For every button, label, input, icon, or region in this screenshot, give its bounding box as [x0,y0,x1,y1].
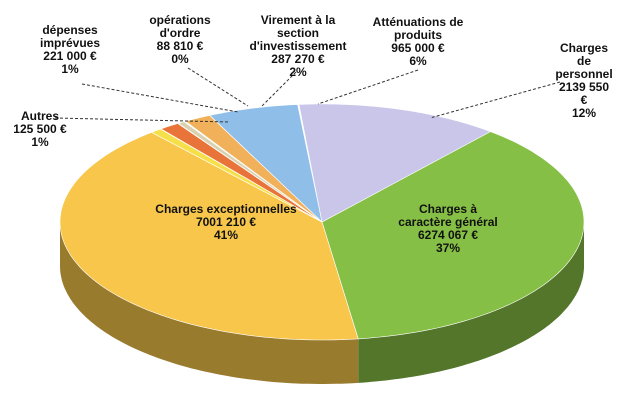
slice [150,128,323,223]
slice-side [60,222,359,384]
slice-percent: 41% [213,228,239,242]
leader-line [261,71,297,107]
slice-label: Charges à caractère général 6274 067 €37% [398,203,497,255]
slice-amount: 7001 210 € [195,215,257,229]
slice-label: Charges exceptionnelles 7001 210 €41% [155,203,296,242]
slice-percent: 0% [171,52,189,66]
slice [177,121,323,223]
slice-amount: 2139 550 € [558,80,610,107]
slice-amount: 6274 067 € [417,228,479,242]
slice-side [358,222,584,383]
slice-amount: 125 500 € [13,122,67,136]
slice-name: Charges de personnel [555,41,613,81]
top-layer [59,103,585,341]
leader-line [429,81,561,119]
slice [298,103,492,223]
slice-label: opérations d'ordre 88 810 €0% [149,14,210,66]
slice [59,132,359,341]
slice [209,104,323,223]
slice-name: Atténuations de produits [372,15,464,42]
slice-name: dépenses imprévues [39,23,101,50]
slice-percent: 1% [61,62,79,76]
slice-label: Virement à la section d'investissement 28… [250,14,347,79]
slice-name: Virement à la section d'investissement [249,13,347,53]
slice-name: opérations d'ordre [149,13,211,40]
slice-name: Charges à caractère général [398,202,498,229]
slice-amount: 221 000 € [43,49,97,63]
side-layer [60,222,584,384]
slice-label: dépenses imprévues 221 000 €1% [40,24,100,76]
slice [184,115,323,223]
slice-amount: 287 270 € [271,52,325,66]
slice-amount: 88 810 € [156,39,204,53]
slice-label: Atténuations de produits 965 000 €6% [373,16,464,68]
slice-amount: 965 000 € [391,41,445,55]
leader-line [54,117,231,123]
slice-percent: 37% [435,241,461,255]
leader-line [187,67,249,107]
slice [321,131,585,340]
slice-name: Autres [20,109,60,123]
slice-percent: 2% [289,65,307,79]
slice-label: Autres 125 500 €1% [13,110,66,149]
slice-percent: 1% [31,135,49,149]
slice-label: Charges de personnel 2139 550 €12% [555,42,612,120]
slice-percent: 6% [409,54,427,68]
slice-name: Charges exceptionnelles [155,202,297,216]
leader-line [317,69,419,105]
leader-line [81,83,239,113]
slice [160,123,323,223]
slice-percent: 12% [571,106,597,120]
